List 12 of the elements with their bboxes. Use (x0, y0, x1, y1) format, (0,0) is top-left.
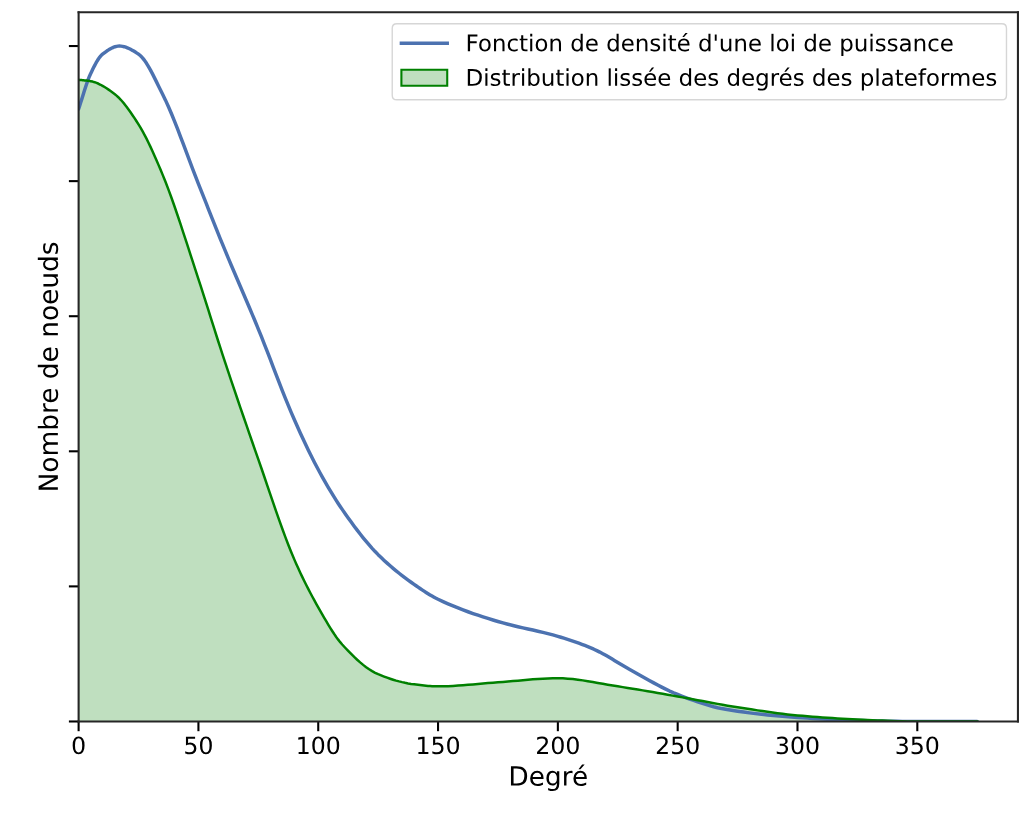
x-tick-label: 100 (298, 736, 340, 755)
legend-label: Distribution lissée des degrés des plateformes (467, 67, 997, 91)
y-axis-title: Nombre de noeuds (37, 242, 59, 490)
x-axis-title: Degré (510, 764, 587, 792)
x-tick-label: 350 (896, 736, 939, 755)
x-tick-label: 50 (185, 736, 212, 755)
x-tick-label: 150 (418, 736, 460, 755)
legend-label: Fonction de densité d'une loi de puissance (467, 32, 953, 56)
x-tick-label: 0 (72, 736, 85, 755)
x-tick-label: 200 (537, 736, 579, 755)
x-tick-label: 300 (776, 736, 819, 755)
x-tick-label: 250 (656, 736, 699, 755)
